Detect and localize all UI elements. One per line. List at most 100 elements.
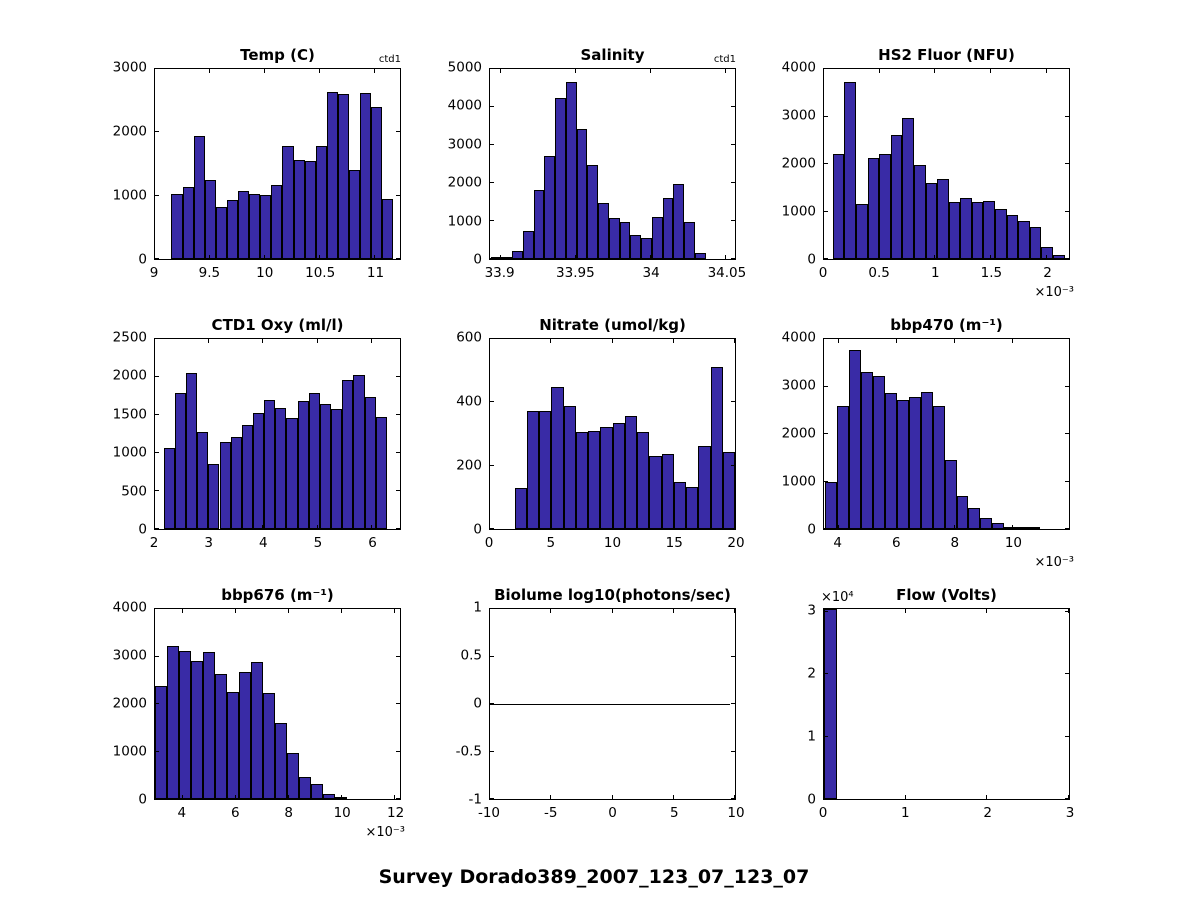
histogram-bar: [684, 221, 695, 259]
histogram-bar: [208, 463, 220, 529]
x-tick-mark: [574, 69, 576, 73]
y-tick-mark: [396, 338, 400, 339]
histogram-bar: [673, 184, 685, 259]
histogram-bar: [832, 154, 845, 259]
histogram-bar: [214, 673, 227, 799]
histogram-bar: [956, 496, 969, 529]
y-tick-label: 0: [473, 695, 482, 712]
y-tick-label: 2000: [447, 174, 482, 191]
plot-area: [489, 608, 736, 800]
y-tick-mark: [396, 798, 400, 799]
subplot-title: Salinity: [580, 45, 645, 64]
histogram-bar: [219, 441, 231, 529]
plot-area: [823, 68, 1070, 260]
x-tick-mark: [316, 525, 318, 529]
y-tick-mark: [155, 528, 159, 529]
x-tick-mark: [734, 795, 735, 799]
x-tick-mark: [734, 525, 735, 529]
y-tick-mark: [155, 798, 159, 799]
y-tick-label: 2000: [112, 123, 147, 140]
y-tick-label: 1000: [112, 444, 147, 461]
y-tick-mark: [155, 376, 159, 377]
y-tick-mark: [155, 750, 159, 752]
x-tick-label: 1: [930, 265, 940, 281]
y-tick-mark: [731, 182, 735, 183]
histogram-bar: [250, 662, 263, 799]
histogram-bar: [271, 184, 283, 259]
x-tick-label: 2: [983, 805, 992, 821]
x-tick-mark: [611, 525, 613, 529]
y-tick-mark: [731, 258, 735, 259]
y-tick-label: 1: [807, 728, 816, 745]
x-tick-label: 10: [333, 805, 351, 821]
y-tick-label: 1000: [112, 187, 147, 204]
y-tick-mark: [824, 210, 828, 212]
x-tick-mark: [318, 69, 320, 73]
x-tick-mark: [550, 795, 552, 799]
x-tick-mark: [878, 255, 880, 259]
x-tick-mark: [823, 69, 824, 73]
histogram-bar: [587, 165, 599, 259]
y-tick-mark: [824, 338, 828, 339]
histogram-bar: [238, 191, 250, 259]
y-tick-label: 2000: [781, 155, 816, 172]
x-tick-label: 3: [204, 535, 213, 551]
histogram-bar: [1018, 221, 1030, 259]
histogram-bar: [308, 392, 320, 529]
y-tick-mark: [490, 338, 494, 339]
histogram-bar: [322, 793, 335, 799]
x-tick-mark: [373, 255, 375, 259]
histogram-bar: [182, 187, 194, 259]
y-tick-label: 0: [138, 521, 147, 538]
subplot-salinity: Salinity ctd1 33.9 33.95 34 34.05 0 1000 2000 300…: [448, 46, 747, 279]
figure-title: Survey Dorado389_2007_123_07_123_07: [378, 866, 810, 888]
x-tick-mark: [990, 69, 992, 73]
x-tick-mark: [234, 795, 236, 799]
y-tick-label: 4000: [781, 329, 816, 346]
x-axis-exponent: ×10⁻³: [1034, 285, 1074, 300]
y-tick-mark: [731, 798, 735, 799]
histogram-bar: [944, 460, 957, 529]
y-tick-mark: [396, 490, 400, 491]
histogram-bar: [686, 486, 699, 529]
y-tick-label: 2000: [112, 695, 147, 712]
x-tick-mark: [370, 525, 372, 529]
subplot-nitrate: Nitrate (umol/kg) 0 5 10 15 20 0 200 400 600: [456, 316, 744, 549]
x-tick-label: 20: [727, 535, 745, 551]
histogram-bar: [849, 350, 862, 529]
x-tick-mark: [837, 339, 839, 343]
y-tick-mark: [490, 401, 494, 403]
x-tick-mark: [574, 255, 576, 259]
y-tick-mark: [396, 608, 400, 609]
x-tick-label: 5: [669, 805, 679, 821]
histogram-bar: [992, 522, 1005, 529]
x-tick-label: 33.9: [484, 265, 515, 281]
y-axis-exponent: ×10⁴: [821, 590, 854, 605]
x-tick-label: 12: [387, 805, 405, 821]
y-tick-mark: [155, 338, 159, 339]
histogram-bar: [879, 153, 891, 259]
x-tick-mark: [672, 609, 674, 613]
histogram-bar: [555, 98, 566, 259]
histogram-bar: [163, 447, 175, 529]
histogram-bar: [353, 375, 365, 529]
histogram-bar: [544, 155, 556, 259]
x-tick-mark: [611, 339, 613, 343]
x-tick-label: -10: [477, 805, 501, 821]
y-tick-mark: [396, 194, 400, 196]
histogram-bar: [178, 650, 191, 799]
x-tick-label: 10.5: [305, 265, 336, 281]
histogram-bar: [960, 197, 972, 259]
x-axis-exponent: ×10⁻³: [1034, 555, 1074, 570]
histogram-bar: [215, 207, 227, 259]
histogram-bar: [920, 392, 933, 529]
x-tick-mark: [672, 339, 674, 343]
histogram-bar: [171, 193, 183, 259]
zero-line: [490, 704, 731, 705]
axis-annotation: ctd1: [378, 54, 401, 65]
histogram-bar: [885, 393, 897, 529]
histogram-bar: [262, 693, 275, 799]
subplot-title: Flow (Volts): [896, 585, 997, 604]
subplot-temp: Temp (C) ctd1 9 9.5 10 10.5 11 0 1000 2000 3000: [113, 46, 401, 280]
x-tick-label: 11: [366, 265, 385, 281]
